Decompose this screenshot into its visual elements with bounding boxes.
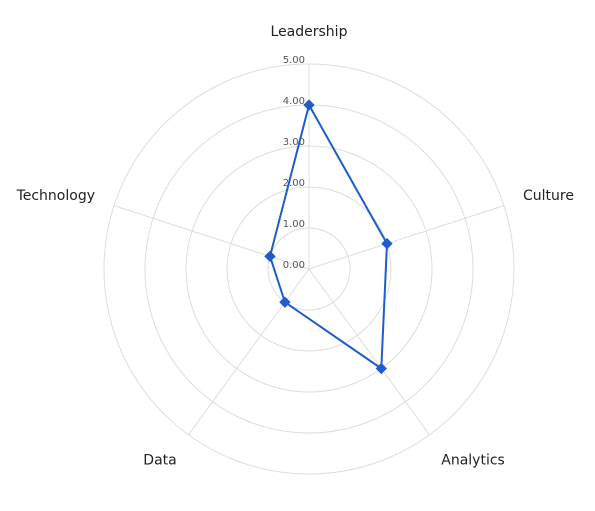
category-label: Leadership	[271, 24, 348, 40]
spoke	[188, 268, 310, 436]
data-point	[375, 362, 387, 375]
data-point	[279, 296, 291, 308]
spoke	[113, 205, 310, 270]
data-point	[303, 99, 315, 111]
category-label: Analytics	[441, 453, 505, 469]
category-label: Culture	[523, 188, 574, 204]
y-tick-label: 4.00	[283, 96, 305, 107]
data-point	[264, 250, 276, 262]
y-tick-label: 0.00	[283, 260, 305, 271]
category-label: Data	[143, 453, 176, 469]
y-tick-label: 1.00	[283, 219, 305, 230]
data-point	[381, 238, 393, 250]
spoke	[308, 205, 505, 270]
category-label: Technology	[16, 188, 95, 204]
series-line	[268, 102, 388, 371]
y-tick-label: 5.00	[283, 55, 305, 66]
spoke	[308, 268, 430, 436]
y-tick-label: 2.00	[283, 178, 305, 189]
y-tick-label: 3.00	[283, 137, 305, 148]
